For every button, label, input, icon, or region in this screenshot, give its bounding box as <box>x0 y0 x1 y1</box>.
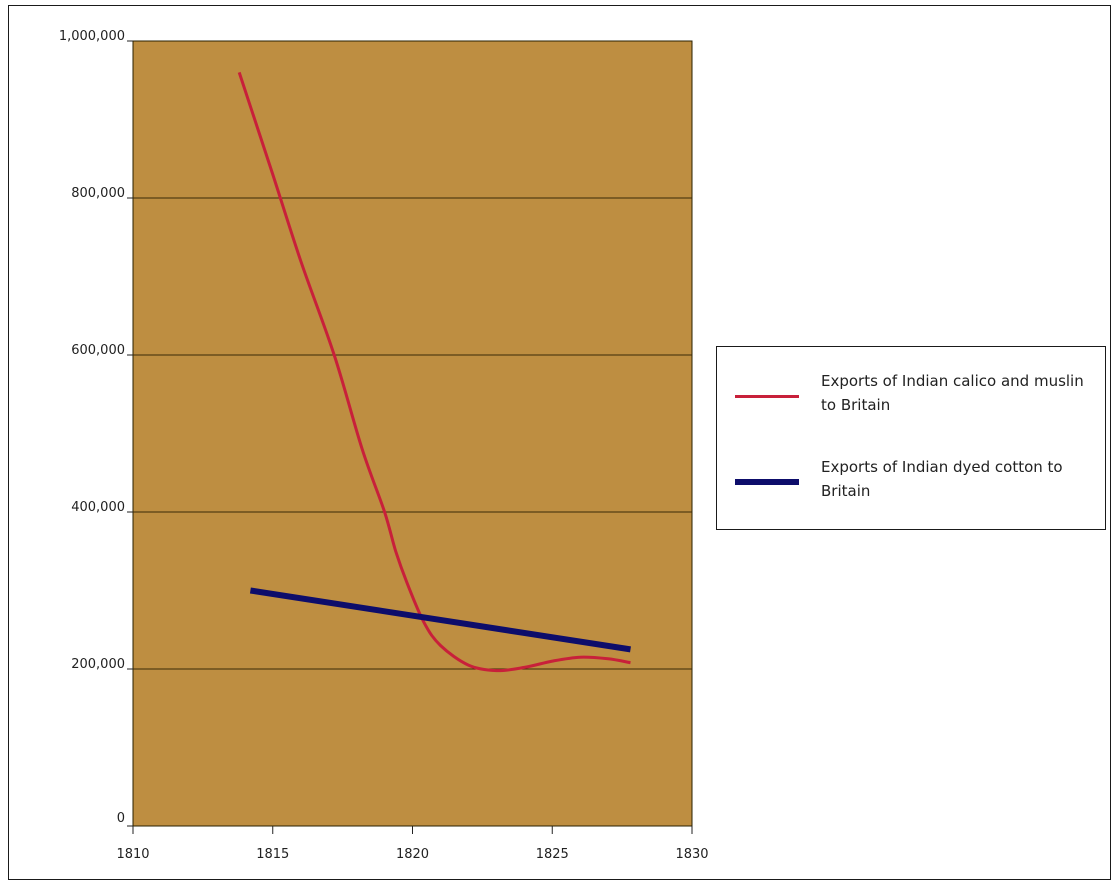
series-line-dyed <box>249 587 631 653</box>
legend: Exports of Indian calico and muslin to B… <box>716 346 1106 530</box>
legend-swatch-dyed <box>735 479 799 485</box>
y-tick-label: 400,000 <box>71 500 125 515</box>
plot-area <box>132 40 693 827</box>
x-tick-label: 1820 <box>396 847 429 862</box>
legend-item-calico: Exports of Indian calico and muslin to B… <box>717 361 1105 431</box>
x-tick-label: 1810 <box>116 847 149 862</box>
legend-swatch-calico <box>735 395 799 398</box>
legend-label-dyed: Exports of Indian dyed cotton to Britain <box>821 458 1063 500</box>
y-tick-label: 600,000 <box>71 343 125 358</box>
series-line-calico <box>237 71 631 673</box>
legend-item-dyed: Exports of Indian dyed cotton to Britain <box>717 447 1105 517</box>
x-tick-label: 1815 <box>256 847 289 862</box>
y-tick-label: 800,000 <box>71 186 125 201</box>
y-tick-label: 0 <box>117 811 125 826</box>
y-tick-label: 200,000 <box>71 657 125 672</box>
x-tick-label: 1825 <box>536 847 569 862</box>
legend-label-calico: Exports of Indian calico and muslin to B… <box>821 372 1084 414</box>
y-tick-label: 1,000,000 <box>59 29 125 44</box>
x-tick-label: 1830 <box>675 847 708 862</box>
